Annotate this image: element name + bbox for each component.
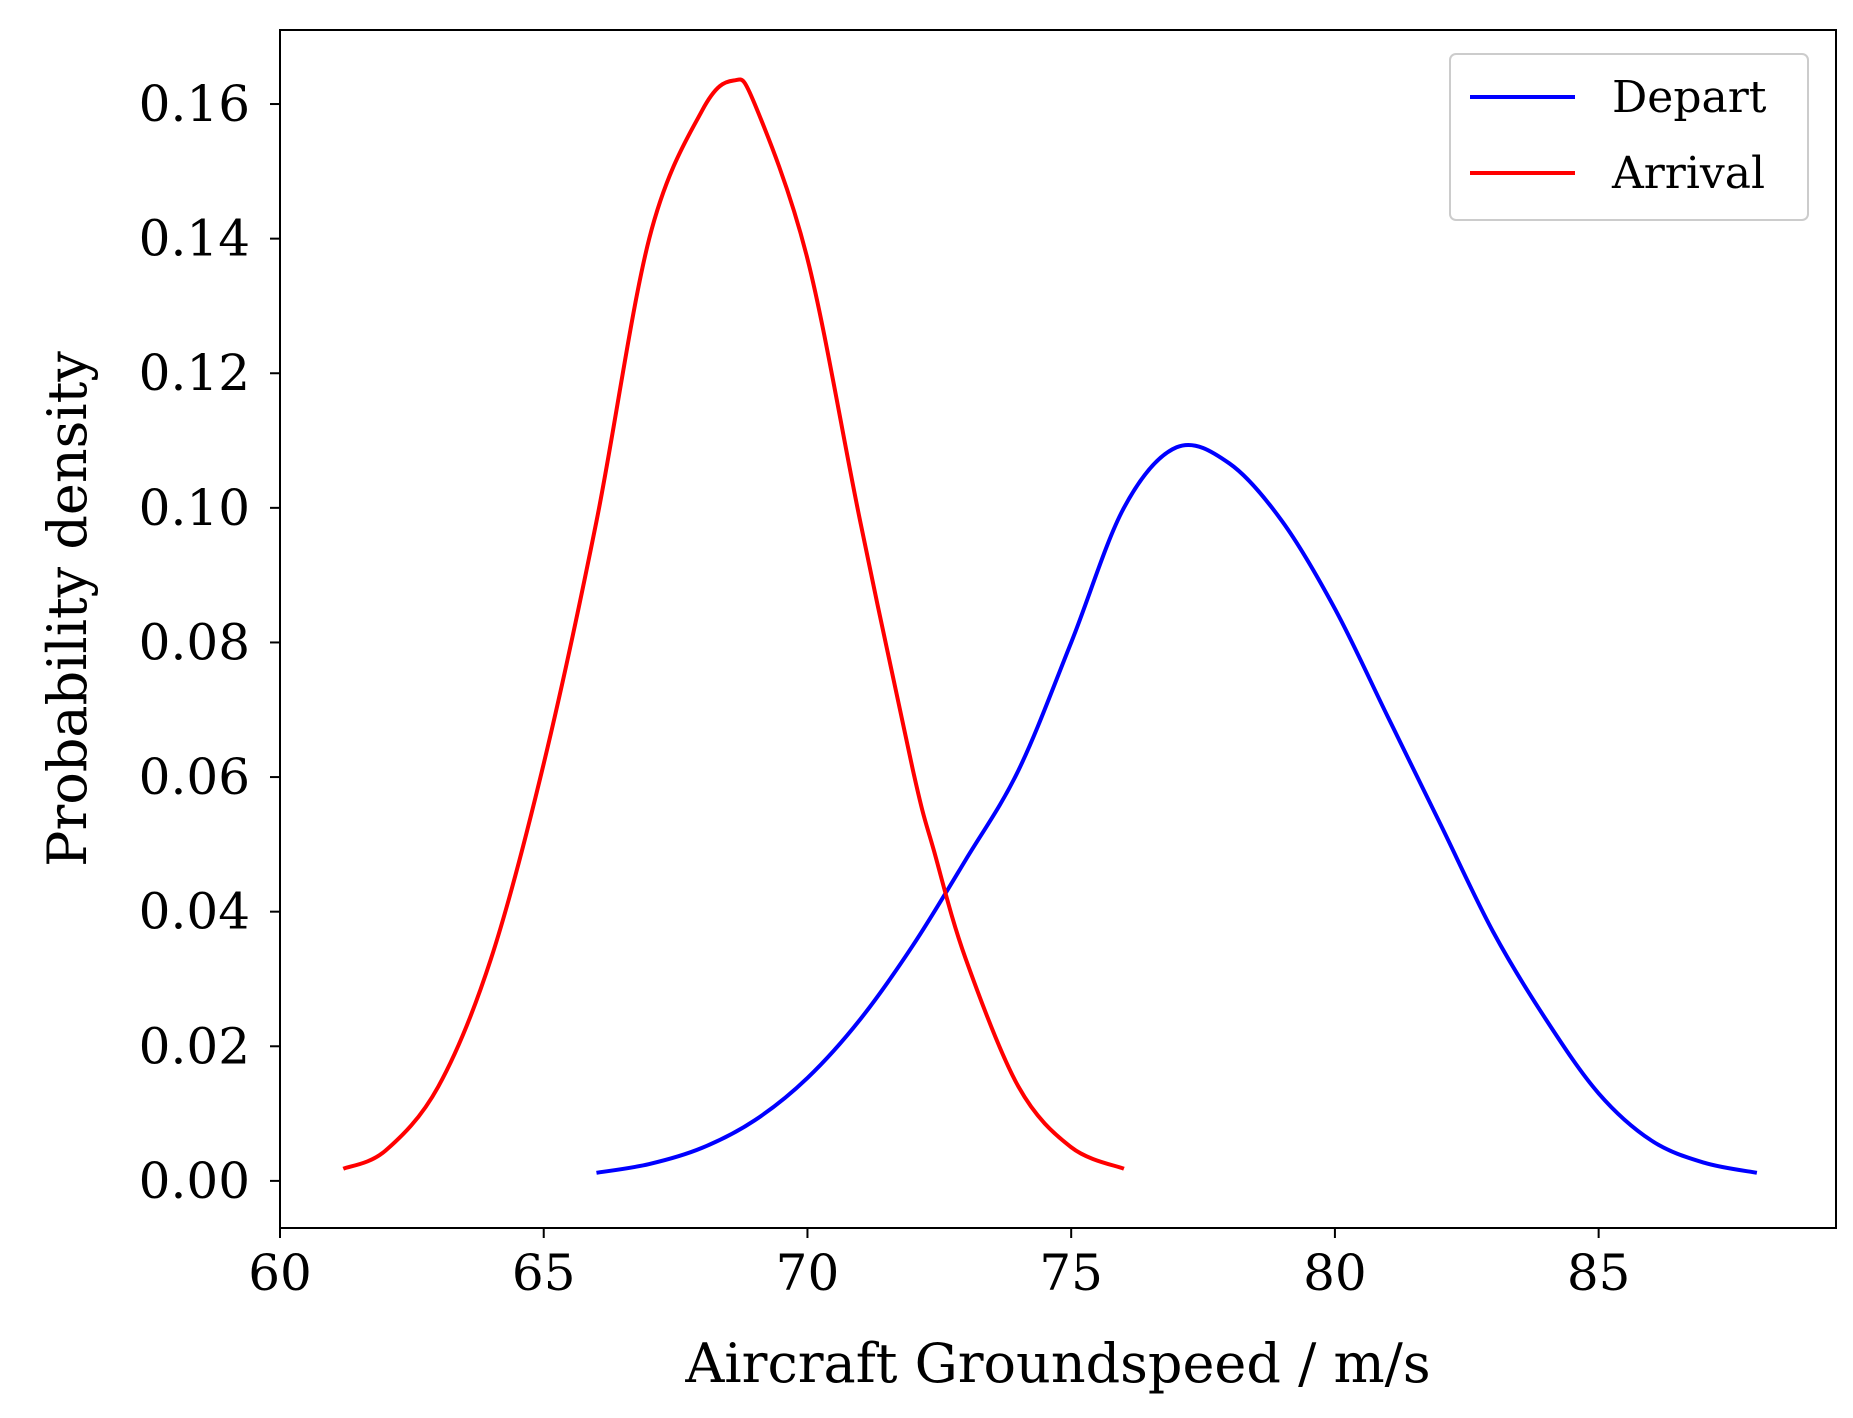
y-tick-label: 0.02	[139, 1017, 250, 1075]
y-tick-label: 0.14	[139, 210, 250, 268]
legend-label-depart: Depart	[1612, 72, 1767, 123]
y-tick-label: 0.08	[139, 613, 250, 671]
x-tick-label: 60	[248, 1244, 312, 1302]
x-tick-label: 85	[1567, 1244, 1631, 1302]
x-tick-label: 80	[1303, 1244, 1367, 1302]
y-axis-title: Probability density	[36, 351, 99, 867]
y-tick-label: 0.10	[139, 479, 250, 537]
series-line-depart	[596, 442, 1758, 1175]
y-tick-label: 0.12	[139, 344, 250, 402]
y-tick-label: 0.00	[139, 1152, 250, 1210]
x-tick-label: 70	[776, 1244, 840, 1302]
y-tick-label: 0.06	[139, 748, 250, 806]
series-lines	[342, 77, 1758, 1175]
y-tick-label: 0.16	[139, 75, 250, 133]
x-tick-label: 65	[512, 1244, 576, 1302]
legend: Depart Arrival	[1449, 53, 1809, 221]
x-axis-title: Aircraft Groundspeed / m/s	[684, 1332, 1430, 1395]
y-tick-label: 0.04	[139, 883, 250, 941]
series-line-arrival	[342, 77, 1125, 1171]
axis-ticks: 60 65 70 75 80 85 0.00 0.02 0.04 0.06 0.08 0.10 0.12…	[139, 75, 1631, 1302]
plot-frame	[279, 29, 1837, 1229]
legend-label-arrival: Arrival	[1611, 148, 1765, 199]
x-tick-label: 75	[1039, 1244, 1103, 1302]
